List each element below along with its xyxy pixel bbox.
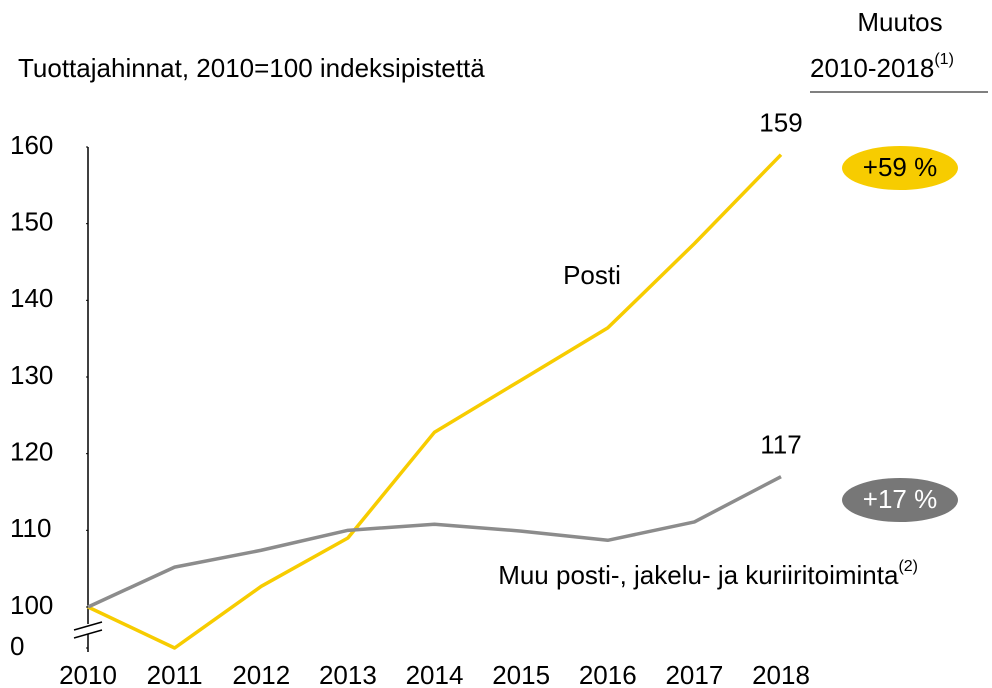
- x-tick-label: 2015: [492, 660, 550, 688]
- change-badge: [842, 146, 958, 190]
- x-tick-label: 2012: [232, 660, 290, 688]
- change-label: +59 %: [863, 152, 937, 182]
- series-label: Posti: [563, 260, 621, 290]
- y-tick-label: 130: [10, 360, 53, 390]
- chart-title: Tuottajahinnat, 2010=100 indeksipistettä: [18, 53, 485, 83]
- change-header-years: 2010-2018: [810, 53, 934, 83]
- x-tick-label: 2016: [579, 660, 637, 688]
- series-line: [87, 153, 783, 650]
- y-tick-label: 0: [10, 631, 24, 661]
- x-tick-label: 2013: [319, 660, 377, 688]
- x-tick-label: 2014: [406, 660, 464, 688]
- series-label: Muu posti-, jakelu- ja kuriiritoiminta(2…: [498, 558, 918, 590]
- series-line: [87, 475, 782, 609]
- series-name: Muu posti-, jakelu- ja kuriiritoiminta: [498, 560, 899, 590]
- axis-break: [73, 621, 103, 631]
- x-tick-label: 2018: [752, 660, 810, 688]
- axis-break: [73, 629, 103, 639]
- y-tick-label: 110: [10, 513, 51, 543]
- y-tick-label: 120: [10, 437, 53, 467]
- y-tick-label: 100: [10, 590, 53, 620]
- end-label: 117: [760, 430, 801, 460]
- change-header: Muutos: [857, 7, 942, 37]
- x-tick-label: 2011: [147, 660, 203, 688]
- footnote-marker: (2): [898, 558, 918, 575]
- x-tick-label: 2010: [59, 660, 117, 688]
- change-header: 2010-2018(1): [810, 51, 954, 83]
- change-badge: [842, 478, 958, 522]
- change-label: +17 %: [863, 484, 937, 514]
- x-tick-label: 2017: [665, 660, 723, 688]
- series-name: Posti: [563, 260, 621, 290]
- y-tick-label: 140: [10, 283, 53, 313]
- y-tick-label: 150: [10, 207, 53, 237]
- y-tick-label: 160: [10, 130, 53, 160]
- footnote-marker: (1): [934, 51, 954, 68]
- end-label: 159: [759, 108, 802, 138]
